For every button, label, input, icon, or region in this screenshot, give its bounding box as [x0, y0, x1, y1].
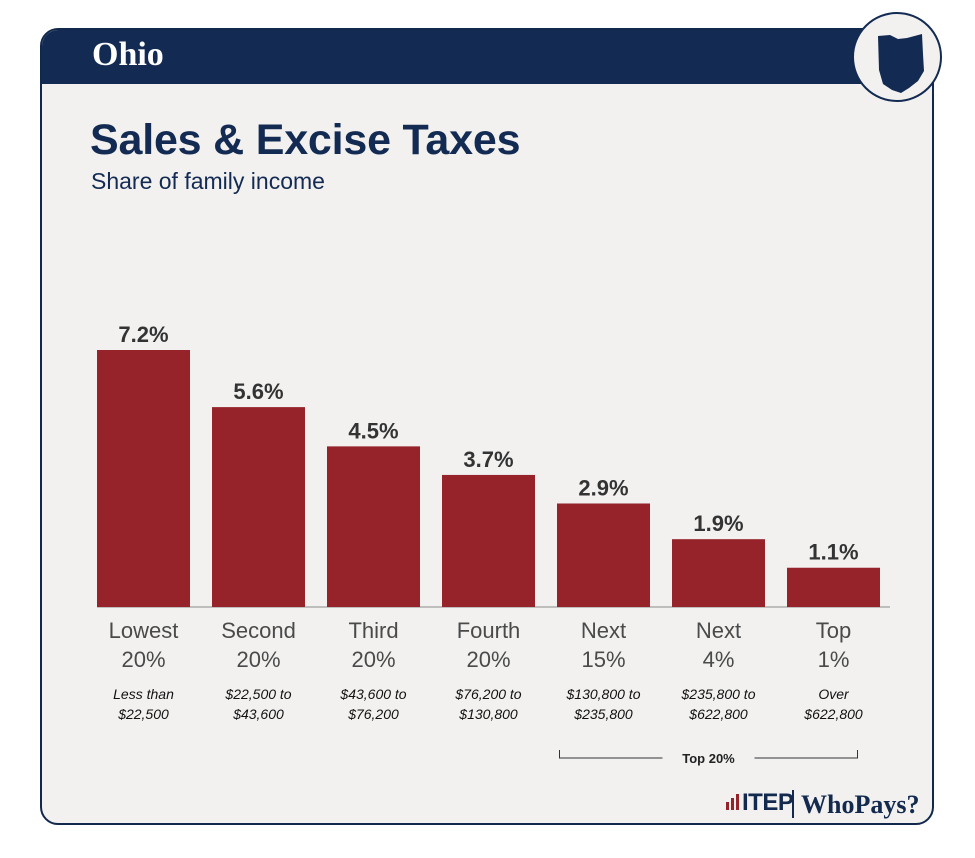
- data-label: 7.2%: [118, 322, 168, 347]
- tick-label: 20%: [121, 647, 165, 672]
- bar: [212, 407, 305, 607]
- data-label: 1.9%: [693, 511, 743, 536]
- income-range-label: $43,600 to: [339, 686, 406, 702]
- tick-label: Lowest: [109, 618, 179, 643]
- state-badge: [852, 12, 942, 102]
- whopays-logo: WhoPays?: [801, 790, 920, 819]
- logo-separator: [792, 790, 794, 818]
- tick-label: 4%: [703, 647, 735, 672]
- tick-label: Third: [348, 618, 398, 643]
- state-header-bar: Ohio: [42, 30, 932, 84]
- tick-label: Fourth: [457, 618, 521, 643]
- income-range-label: Less than: [113, 686, 174, 702]
- top-20-bracket-label: Top 20%: [682, 751, 735, 766]
- data-label: 5.6%: [233, 379, 283, 404]
- ohio-map-icon: [878, 34, 924, 93]
- itep-logo: ITEP: [726, 789, 794, 817]
- itep-bars-icon: [726, 789, 740, 817]
- bar: [672, 539, 765, 607]
- income-range-label: $76,200 to: [454, 686, 521, 702]
- bar: [787, 567, 880, 607]
- state-name: Ohio: [92, 36, 164, 73]
- bar: [327, 446, 420, 607]
- income-range-label: Over: [818, 686, 850, 702]
- tick-label: 1%: [818, 647, 850, 672]
- tick-label: Next: [581, 618, 626, 643]
- income-range-label: $22,500 to: [224, 686, 291, 702]
- chart-subtitle: Share of family income: [91, 168, 325, 194]
- tick-label: 20%: [466, 647, 510, 672]
- bar: [97, 350, 190, 607]
- data-label: 1.1%: [808, 540, 858, 565]
- income-range-label: $622,800: [688, 706, 748, 722]
- bar: [557, 503, 650, 607]
- top-20-bracket-line: [559, 750, 858, 759]
- income-range-label: $130,800: [458, 706, 518, 722]
- tick-label: Top: [816, 618, 851, 643]
- ohio-state-shape: [878, 34, 924, 93]
- tick-label: Next: [696, 618, 741, 643]
- bar: [442, 474, 535, 607]
- income-range-label: $130,800 to: [566, 686, 641, 702]
- tick-label: 20%: [351, 647, 395, 672]
- tick-label: 20%: [236, 647, 280, 672]
- itep-logo-text: ITEP: [742, 789, 794, 816]
- income-range-label: $43,600: [232, 706, 284, 722]
- income-range-label: $622,800: [803, 706, 863, 722]
- tick-label: 15%: [581, 647, 625, 672]
- chart-title: Sales & Excise Taxes: [90, 116, 521, 164]
- income-range-label: $22,500: [117, 706, 169, 722]
- income-range-label: $235,800: [573, 706, 633, 722]
- data-label: 2.9%: [578, 475, 628, 500]
- data-label: 4.5%: [348, 418, 398, 443]
- data-label: 3.7%: [463, 447, 513, 472]
- income-range-label: $76,200: [347, 706, 399, 722]
- tick-label: Second: [221, 618, 296, 643]
- income-range-label: $235,800 to: [681, 686, 756, 702]
